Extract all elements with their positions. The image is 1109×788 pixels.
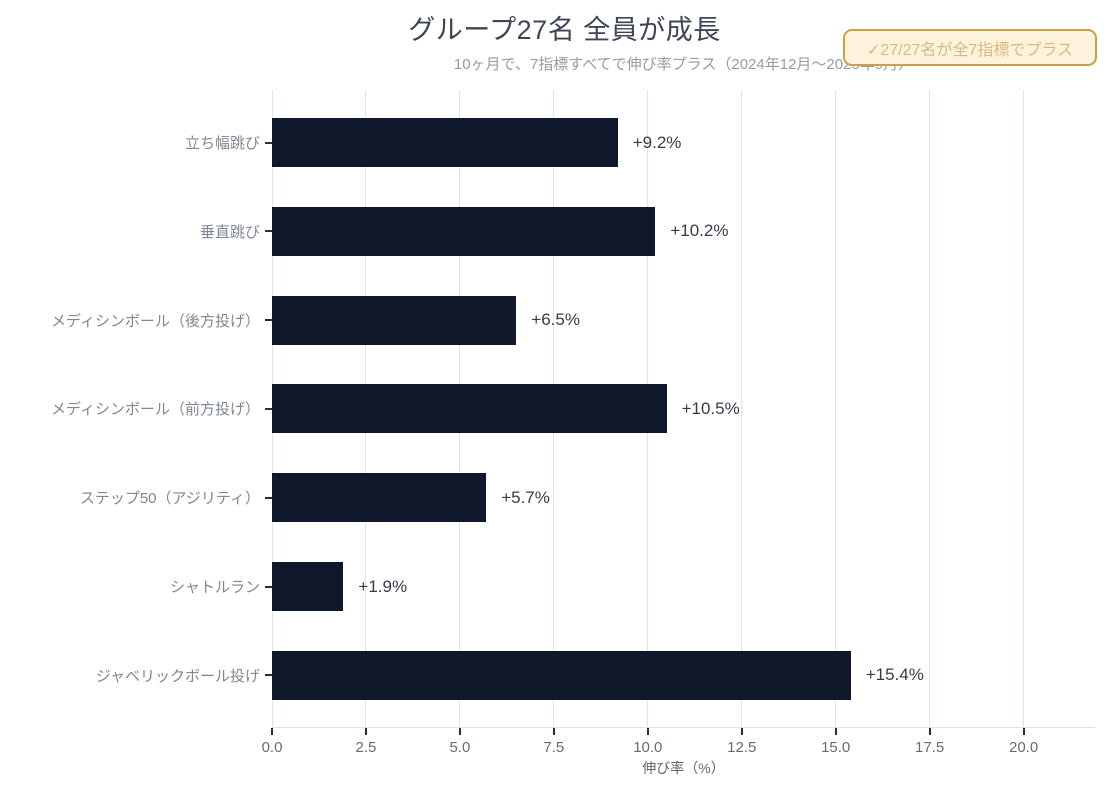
gridline	[1023, 90, 1025, 727]
y-axis-tick-mark	[265, 230, 272, 233]
x-axis-tick-mark	[928, 728, 931, 735]
bar-7	[272, 650, 851, 700]
category-label: メディシンボール（前方投げ）	[51, 401, 260, 419]
category-label: シャトルラン	[169, 579, 260, 596]
bar-value-label: +5.7%	[501, 487, 550, 507]
x-axis-tick-label: 5.0	[449, 739, 471, 756]
y-axis-tick-mark	[265, 496, 272, 499]
category-label: メディシンボール（後方投げ）	[51, 312, 260, 330]
bar-value-label: +15.4%	[865, 665, 924, 685]
y-axis-tick-mark	[265, 319, 272, 322]
bar-4	[272, 384, 667, 434]
category-label: ステップ50（アジリティ）	[79, 490, 260, 508]
gridline	[741, 90, 743, 727]
gridline	[929, 90, 931, 727]
category-label: 立ち幅跳び	[184, 135, 260, 152]
chart-title: グループ27名 全員が成長	[408, 15, 721, 45]
x-axis-tick-label: 10.0	[633, 739, 663, 756]
x-axis-tick-mark	[364, 728, 367, 735]
x-axis-line	[272, 727, 1095, 728]
bar-6	[272, 562, 344, 611]
achievement-badge-label: ✓27/27名が全7指標でプラス	[866, 41, 1074, 59]
x-axis-tick-label: 0.0	[261, 739, 283, 756]
x-axis-tick-mark	[646, 728, 649, 735]
plot-area: 0.0 2.5 5.0 7.5 10.0 12.5 15.0 17.5 20.0 +9.2% 立ち幅…	[51, 90, 1095, 776]
achievement-badge: ✓27/27名が全7指標でプラス	[843, 29, 1097, 66]
bar-2	[272, 206, 656, 256]
bar-value-label: +10.2%	[670, 221, 729, 241]
y-axis-tick-mark	[265, 407, 272, 410]
y-axis-tick-mark	[265, 141, 272, 144]
bar-value-label: +6.5%	[531, 310, 580, 330]
x-axis-tick-label: 17.5	[915, 739, 945, 756]
x-axis-tick-mark	[552, 728, 555, 735]
category-label: ジャベリックボール投げ	[95, 667, 260, 685]
x-axis-tick-label: 2.5	[355, 739, 377, 756]
x-axis-tick-label: 20.0	[1008, 739, 1039, 756]
bar-value-label: +10.5%	[681, 398, 740, 418]
y-axis-tick-mark	[265, 585, 272, 588]
bar-value-label: +1.9%	[358, 576, 408, 596]
chart-subtitle: 10ヶ月で、7指標すべてで伸び率プラス（2024年12月〜2025年9月）	[453, 56, 914, 73]
x-axis-tick-mark	[834, 728, 837, 735]
x-axis-tick-mark	[740, 728, 743, 735]
bar-3	[272, 295, 517, 345]
bar-1	[272, 118, 618, 167]
category-label: 垂直跳び	[199, 223, 260, 241]
gridline	[835, 90, 837, 727]
x-axis-tick-mark	[271, 728, 273, 735]
bar-value-label: +9.2%	[632, 132, 682, 152]
y-axis-tick-mark	[265, 674, 272, 677]
x-axis-tick-mark	[1022, 728, 1025, 735]
x-axis-title: 伸び率（%）	[642, 760, 725, 776]
x-axis-tick-mark	[458, 728, 461, 735]
x-axis-tick-label: 15.0	[821, 739, 851, 756]
x-axis-tick-label: 7.5	[543, 739, 565, 756]
x-axis-tick-label: 12.5	[727, 739, 757, 756]
bar-5	[272, 473, 487, 523]
